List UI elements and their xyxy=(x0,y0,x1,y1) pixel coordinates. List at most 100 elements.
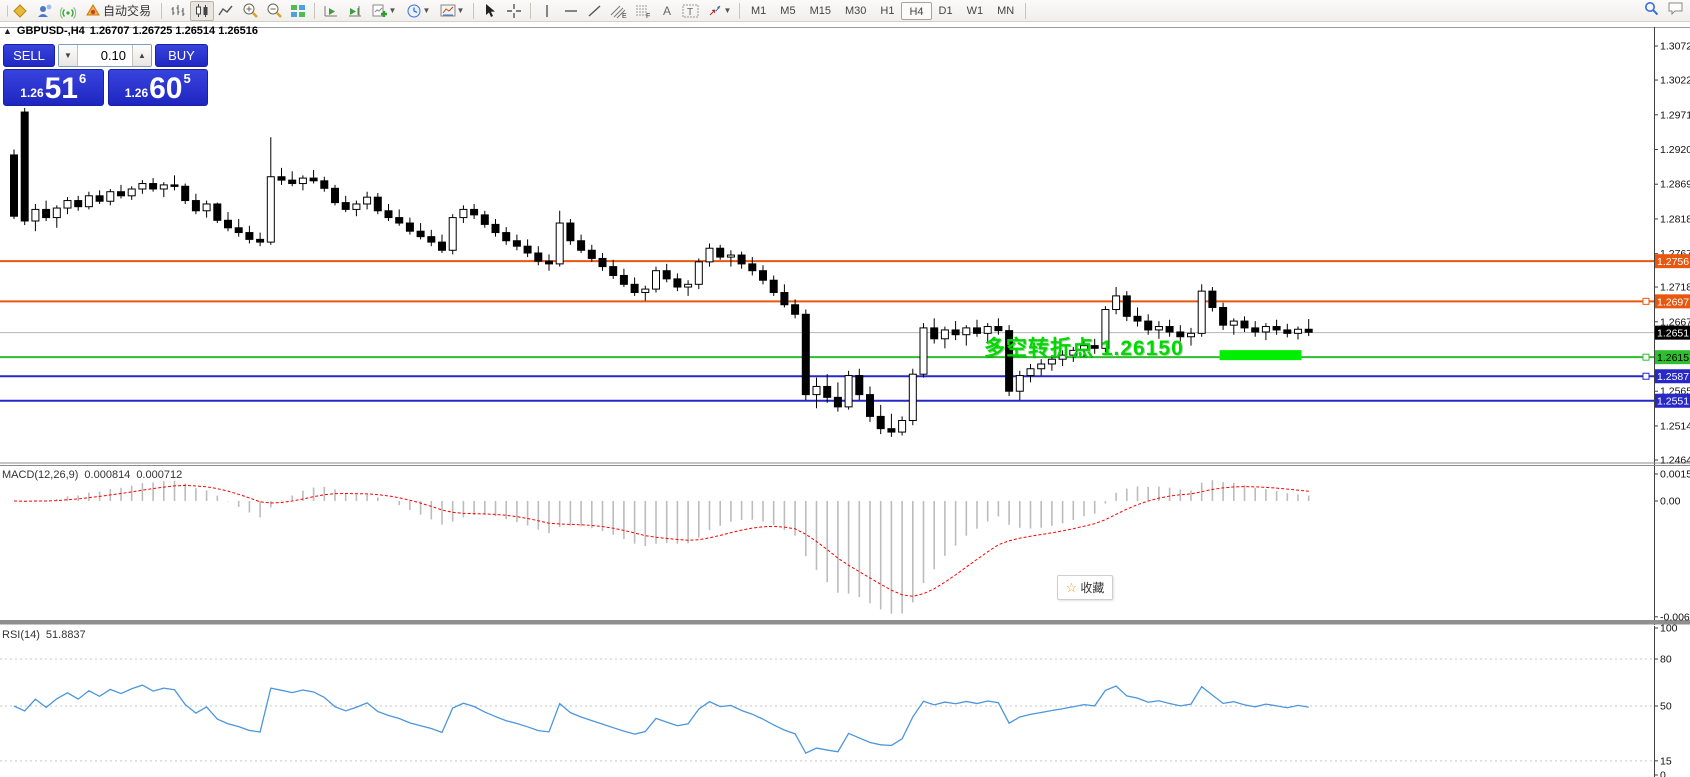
axis-tick-label: 80 xyxy=(1660,653,1672,665)
zoom-out-icon[interactable] xyxy=(262,1,286,21)
svg-text:F: F xyxy=(646,13,650,19)
sell-price-small: 1.26 xyxy=(20,86,44,100)
tf-m30[interactable]: M30 xyxy=(844,4,867,17)
channel-icon[interactable]: E xyxy=(607,1,631,21)
price-label-box xyxy=(1655,393,1690,408)
line-handle[interactable] xyxy=(1642,372,1650,380)
price-label-box xyxy=(1655,369,1690,384)
buy-price-sup: 5 xyxy=(183,71,191,86)
axis-tick-label: 1.2464 xyxy=(1660,454,1690,466)
volume-input[interactable]: 0.10 xyxy=(100,48,126,63)
axis-tick-label: 1.2718 xyxy=(1660,282,1690,294)
chart-ohlc-values: 1.26707 1.26725 1.26514 1.26516 xyxy=(89,25,258,37)
sell-button[interactable]: SELL xyxy=(3,44,55,67)
toolbar-separator xyxy=(1025,2,1027,19)
horizontal-line-icon[interactable] xyxy=(559,1,583,21)
buy-price-small: 1.26 xyxy=(124,86,149,100)
rsi-name: RSI(14) xyxy=(2,629,40,641)
cursor-icon[interactable] xyxy=(478,1,502,21)
price-label-text: 1.2651 xyxy=(1657,328,1689,340)
axis-tick-label: 1.2514 xyxy=(1660,420,1690,432)
one-click-trading-panel: SELL ▼ 0.10 ▲ BUY 1.26 51 6 1.26 60 5 xyxy=(3,44,208,106)
volume-decrement-button[interactable]: ▼ xyxy=(59,45,78,66)
axis-tick-label: 100 xyxy=(1660,623,1678,635)
toolbar: 自动交易 ▼ ▼ ▼ xyxy=(0,0,1690,22)
macd-signal-line xyxy=(13,484,1309,597)
tile-windows-icon[interactable] xyxy=(286,1,310,21)
price-label-text: 1.2551 xyxy=(1657,396,1689,408)
tf-h1[interactable]: H1 xyxy=(880,4,895,17)
macd-name: MACD(12,26,9) xyxy=(2,469,79,481)
axis-tick-label: 1.2667 xyxy=(1660,316,1690,328)
signal-icon[interactable] xyxy=(56,1,80,21)
tf-w1[interactable]: W1 xyxy=(966,4,984,17)
fibonacci-icon[interactable]: F xyxy=(631,1,655,21)
tf-m5[interactable]: M5 xyxy=(780,4,796,17)
templates-icon[interactable]: ▼ xyxy=(435,1,469,21)
vertical-line-icon[interactable] xyxy=(535,1,559,21)
axis-tick-label: 1.3072 xyxy=(1660,41,1690,53)
buy-price-big: 60 xyxy=(149,72,183,105)
text-icon[interactable]: A xyxy=(663,3,672,18)
chevron-down-icon: ▼ xyxy=(422,6,431,15)
volume-increment-button[interactable]: ▲ xyxy=(132,45,151,66)
buy-price-display[interactable]: 1.26 60 5 xyxy=(107,69,208,106)
toolbar-separator xyxy=(314,2,316,19)
periods-icon[interactable]: ▼ xyxy=(401,1,435,21)
tf-h4[interactable]: H4 xyxy=(901,1,932,20)
macd-indicator-label: MACD(12,26,9) 0.000814 0.000712 xyxy=(2,469,182,481)
axis-tick-label: 50 xyxy=(1660,701,1672,713)
chart-shift-icon[interactable] xyxy=(343,1,367,21)
line-chart-icon[interactable] xyxy=(214,1,238,21)
axis-tick-label: 0.00 xyxy=(1660,496,1681,508)
axis-tick-label: 1.2920 xyxy=(1660,144,1690,156)
chart-title: ▲ GBPUSD-,H4 1.26707 1.26725 1.26514 1.2… xyxy=(3,25,258,37)
tf-mn[interactable]: MN xyxy=(997,4,1015,17)
sell-price-display[interactable]: 1.26 51 6 xyxy=(3,69,104,106)
chevron-down-icon: ▼ xyxy=(388,6,397,15)
tf-d1[interactable]: D1 xyxy=(938,4,953,17)
line-handle[interactable] xyxy=(1642,297,1650,305)
bar-chart-icon[interactable] xyxy=(166,1,190,21)
price-label-text: 1.2756 xyxy=(1657,256,1689,268)
auto-trading-button[interactable]: 自动交易 xyxy=(80,1,157,21)
community-icon[interactable] xyxy=(32,1,56,21)
tf-m1[interactable]: M1 xyxy=(751,4,767,17)
new-order-icon[interactable] xyxy=(0,1,8,21)
macd-histogram xyxy=(23,480,1310,614)
zoom-in-icon[interactable] xyxy=(238,1,262,21)
rsi-value: 51.8837 xyxy=(45,629,86,641)
trendline-icon[interactable] xyxy=(583,1,607,21)
chevron-down-icon: ▼ xyxy=(723,6,732,15)
pivot-annotation-text: 多空转折点 1.26150 xyxy=(984,337,1184,360)
tf-m15[interactable]: M15 xyxy=(809,4,831,17)
auto-trading-label: 自动交易 xyxy=(103,4,152,18)
crosshair-icon[interactable] xyxy=(502,1,526,21)
rsi-indicator-label: RSI(14) 51.8837 xyxy=(2,629,86,641)
axis-tick-label: 1.2818 xyxy=(1660,213,1690,225)
new-chart-icon[interactable]: ▼ xyxy=(367,1,401,21)
axis-tick-label: 1.2869 xyxy=(1660,179,1690,191)
axis-tick-label: 1.2971 xyxy=(1660,109,1690,121)
chevron-down-icon: ▼ xyxy=(456,6,465,15)
favorite-button[interactable]: ☆ 收藏 xyxy=(1057,575,1113,600)
toolbar-separator xyxy=(473,2,475,19)
text-label-icon[interactable]: T xyxy=(679,1,703,21)
toolbar-separator xyxy=(739,2,741,19)
axis-tick-label: 0.00154 xyxy=(1660,468,1690,480)
line-handle[interactable] xyxy=(1642,353,1650,361)
search-icon[interactable] xyxy=(1644,1,1659,21)
diamond-icon[interactable] xyxy=(8,1,32,21)
candlestick-chart-icon[interactable] xyxy=(190,0,215,21)
price-label-box xyxy=(1655,325,1690,340)
price-label-text: 1.2697 xyxy=(1657,296,1689,308)
buy-button[interactable]: BUY xyxy=(155,44,208,67)
highlight-bar[interactable] xyxy=(1219,350,1302,361)
auto-scroll-icon[interactable] xyxy=(319,1,343,21)
chart-symbol-period: GBPUSD-,H4 xyxy=(16,25,85,37)
arrows-icon[interactable]: ▼ xyxy=(703,1,735,21)
chat-icon[interactable] xyxy=(1667,1,1684,21)
axis-tick-label: 0 xyxy=(1660,770,1666,777)
